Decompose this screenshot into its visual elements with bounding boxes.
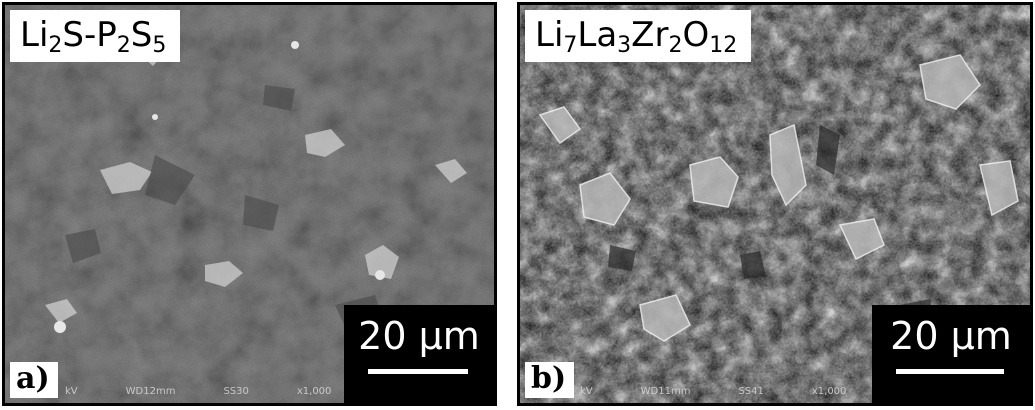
material-title-b: Li7La3Zr2O12 <box>525 10 752 62</box>
material-title-a: Li2S-P2S5 <box>10 10 181 62</box>
meta-spot-size: SS30 <box>223 386 249 397</box>
scale-bar-a <box>368 369 468 374</box>
sem-panel-a: Li2S-P2S5 kV WD12mm SS30 x1,000 20 μm a) <box>2 2 497 406</box>
meta-magnification: x1,000 <box>811 386 847 397</box>
scale-label-b: 20 μm <box>890 314 1012 358</box>
panel-label-b: b) <box>525 362 575 398</box>
sem-metadata-b: kV WD11mm SS41 x1,000 <box>580 386 846 398</box>
meta-voltage: kV <box>65 386 78 397</box>
meta-voltage: kV <box>580 386 593 397</box>
meta-spot-size: SS41 <box>738 386 764 397</box>
meta-working-distance: WD11mm <box>640 386 691 397</box>
scale-bar-b <box>896 369 1004 374</box>
sem-panel-b: Li7La3Zr2O12 kV WD11mm SS41 x1,000 20 μm… <box>517 2 1033 406</box>
scale-bar-block-a: 20 μm <box>344 305 494 403</box>
scale-bar-block-b: 20 μm <box>872 305 1030 403</box>
sem-image-a <box>5 5 494 403</box>
meta-magnification: x1,000 <box>296 386 332 397</box>
scale-label-a: 20 μm <box>358 314 480 358</box>
sem-metadata-a: kV WD12mm SS30 x1,000 <box>65 386 331 398</box>
meta-working-distance: WD12mm <box>125 386 176 397</box>
panel-label-a: a) <box>10 362 58 398</box>
